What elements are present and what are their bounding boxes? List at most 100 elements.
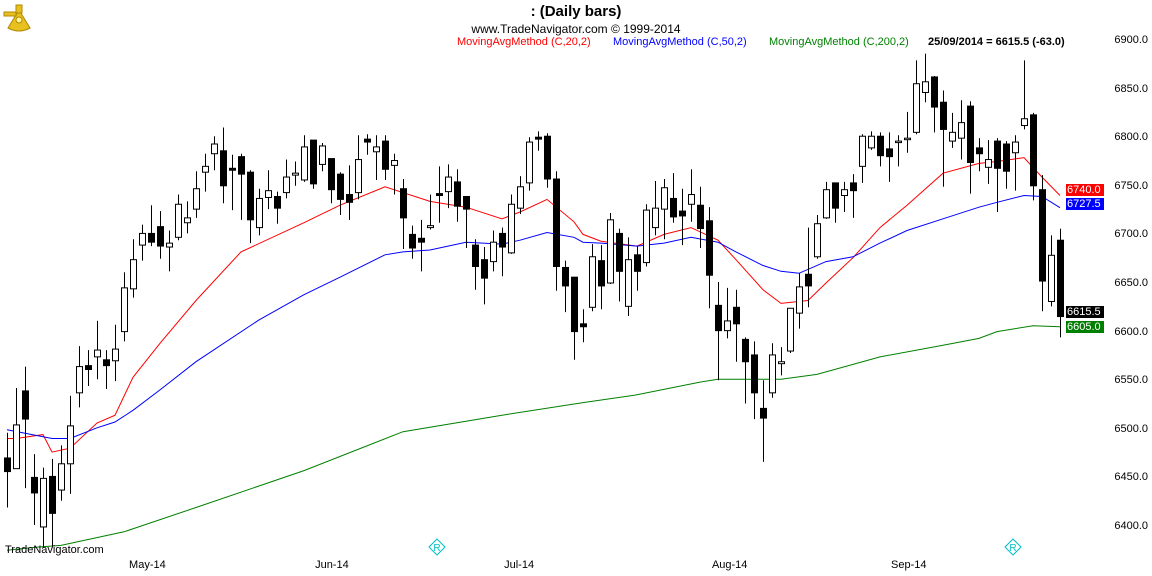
y-tick-label: 6400.0 — [1114, 520, 1148, 532]
candle-body-down — [535, 136, 542, 140]
candle — [544, 133, 551, 188]
candle-body-down — [220, 150, 227, 187]
candle-body-down — [679, 210, 686, 217]
candle — [427, 194, 434, 230]
y-tick-label: 6750.0 — [1114, 179, 1148, 192]
candle — [931, 75, 938, 133]
candle-body-down — [976, 147, 983, 155]
candle-body-down — [1039, 189, 1046, 282]
candle — [1030, 112, 1037, 201]
candle — [634, 246, 641, 291]
candle — [202, 153, 209, 192]
candle-body-down — [103, 359, 110, 367]
candle — [220, 127, 227, 204]
candle-body-up — [211, 143, 218, 155]
candle-body-down — [454, 181, 461, 207]
candle — [814, 214, 821, 259]
candle-body-down — [1057, 239, 1064, 318]
candle-body-down — [967, 105, 974, 163]
candle-body-up — [40, 477, 47, 528]
candle-body-down — [409, 233, 416, 249]
candle-body-up — [427, 225, 434, 229]
svg-text:R: R — [1009, 543, 1016, 554]
candle — [949, 112, 956, 148]
candle — [4, 432, 11, 508]
candle-body-down — [562, 266, 569, 287]
candle-body-down — [994, 140, 1001, 169]
candle-body-down — [328, 158, 335, 191]
y-tick-label: 6900.0 — [1114, 34, 1148, 46]
candle — [400, 178, 407, 249]
candle-body-up — [58, 463, 65, 491]
candle — [805, 227, 812, 308]
candle-body-down — [715, 304, 722, 332]
candle — [661, 178, 668, 240]
candle-body-up — [175, 203, 182, 238]
candle — [823, 181, 830, 219]
candle — [1021, 60, 1028, 130]
candle-body-down — [931, 76, 938, 108]
candle-body-up — [625, 259, 632, 307]
candle — [229, 154, 236, 211]
candle — [589, 244, 596, 312]
ma20-line — [7, 157, 1061, 453]
candle-body-up — [490, 241, 497, 263]
candle — [508, 194, 515, 254]
candle — [643, 204, 650, 267]
candle-body-down — [940, 101, 947, 130]
candle-body-up — [922, 81, 929, 93]
x-tick-label: Jun-14 — [315, 559, 349, 571]
candle-body-up — [904, 137, 911, 141]
candle — [382, 135, 389, 180]
x-tick-label: May-14 — [129, 559, 166, 571]
r-diamond-icon[interactable]: R — [428, 538, 446, 561]
candle — [922, 53, 929, 103]
y-tick-label: 6850.0 — [1114, 82, 1148, 95]
legend-ma50: MovingAvgMethod (C,50,2) — [613, 36, 747, 48]
candle — [436, 166, 443, 223]
legend-ma200: MovingAvgMethod (C,200,2) — [769, 36, 909, 48]
candle — [472, 239, 479, 290]
candle — [580, 309, 587, 343]
candle-body-up — [256, 197, 263, 229]
candle-body-up — [769, 354, 776, 394]
candle-body-down — [1003, 143, 1010, 172]
candle-body-up — [202, 165, 209, 173]
candle — [166, 230, 173, 272]
candle — [958, 100, 965, 160]
candle — [895, 135, 902, 167]
candle-body-up — [868, 135, 875, 149]
candle-body-down — [337, 173, 344, 200]
candle — [256, 188, 263, 236]
candle-body-up — [913, 83, 920, 133]
candle-body-down — [580, 323, 587, 328]
moving-average-layer — [6, 157, 1061, 551]
candle — [733, 289, 740, 362]
candle — [454, 169, 461, 222]
candle-body-down — [238, 156, 245, 175]
candle — [616, 228, 623, 302]
candle-body-up — [787, 307, 794, 352]
candle-body-up — [13, 424, 20, 470]
y-tick-label: 6550.0 — [1114, 374, 1148, 387]
candle — [796, 273, 803, 329]
sextant-icon — [2, 2, 36, 37]
x-tick-label: Sep-14 — [891, 559, 927, 571]
candle — [859, 134, 866, 183]
candle-body-up — [112, 348, 119, 362]
candle — [868, 131, 875, 150]
candle-body-down — [598, 260, 605, 287]
candle — [652, 180, 659, 236]
candle-body-down — [751, 354, 758, 394]
candle — [346, 165, 353, 220]
candle — [1003, 141, 1010, 189]
candle — [787, 307, 794, 353]
r-diamond-icon[interactable]: R — [1004, 538, 1022, 561]
candle — [445, 164, 452, 209]
candle-body-down — [49, 475, 56, 514]
candle — [94, 320, 101, 380]
ma50-value-tag: 6727.5 — [1066, 198, 1104, 210]
candle — [112, 324, 119, 382]
candle — [184, 201, 191, 234]
candle — [301, 135, 308, 182]
